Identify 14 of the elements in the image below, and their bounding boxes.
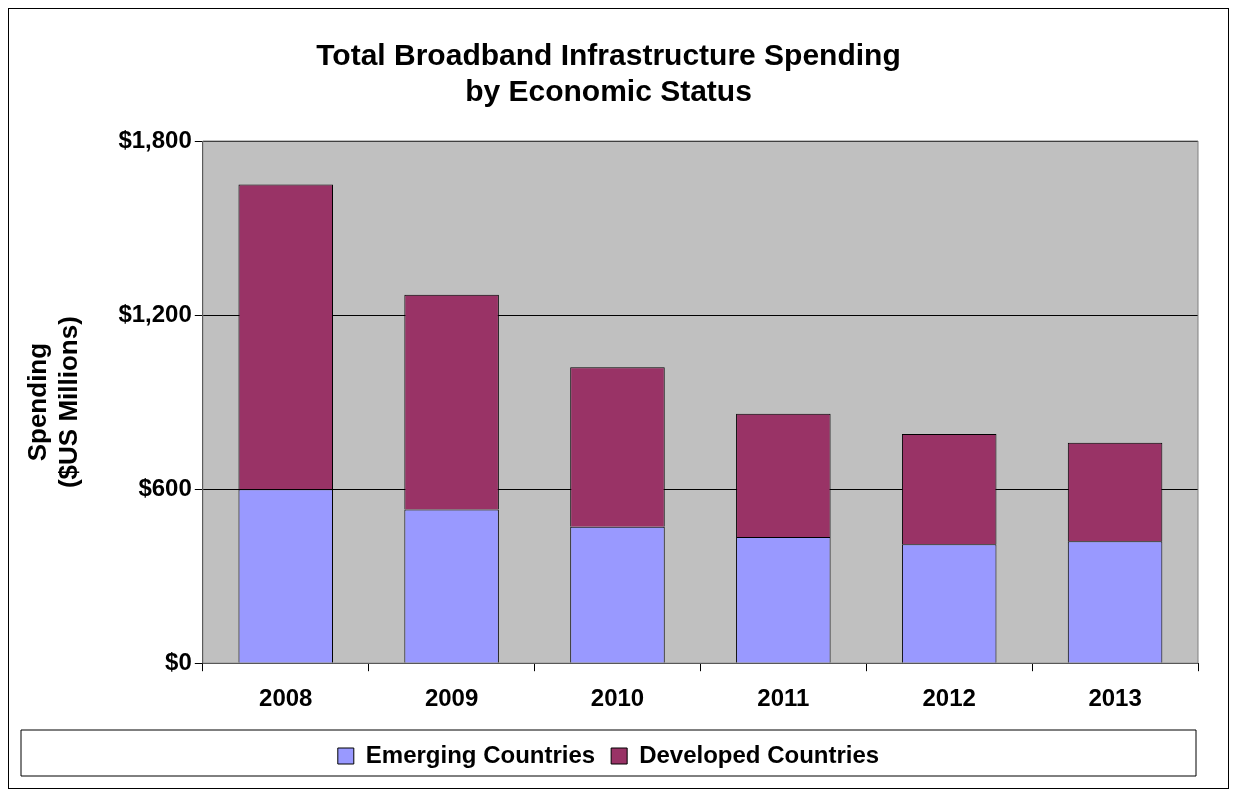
- x-tick-label: 2010: [590, 684, 645, 712]
- x-tick-label: 2013: [1088, 684, 1142, 712]
- y-tick-label: $1,200: [118, 299, 192, 327]
- x-tick-label: 2008: [259, 684, 313, 712]
- y-tick-label: $0: [165, 647, 192, 675]
- chart-title: Total Broadband Infrastructure Spending by Economic Status: [316, 38, 901, 108]
- y-axis-title: Spending ($US Millions): [21, 316, 83, 489]
- legend-label: Emerging Countries: [365, 740, 596, 768]
- y-tick-label: $600: [138, 473, 192, 501]
- x-tick-label: 2012: [922, 684, 976, 712]
- legend-label: Developed Countries: [639, 740, 880, 768]
- x-tick-label: 2011: [757, 684, 810, 712]
- x-tick-label: 2009: [424, 684, 479, 712]
- y-tick-label: $1,800: [118, 125, 192, 153]
